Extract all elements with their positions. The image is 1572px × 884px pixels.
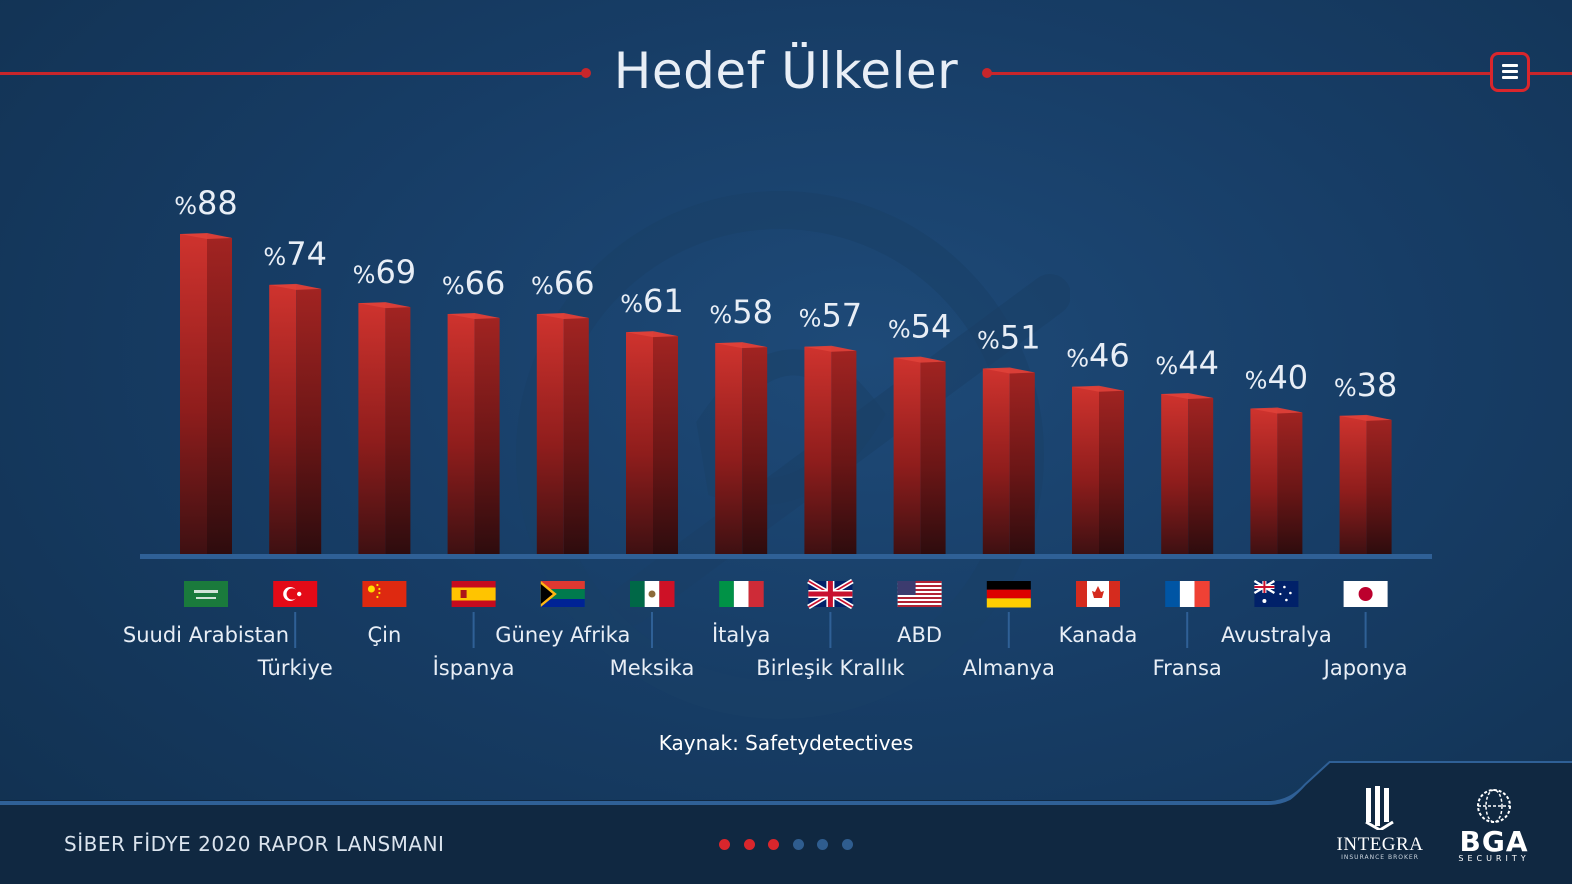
bar xyxy=(1072,385,1124,554)
data-label: %54 xyxy=(888,308,952,346)
data-label: %46 xyxy=(1066,337,1130,375)
chart-source: Kaynak: Safetydetectives xyxy=(658,731,914,755)
title-line-right xyxy=(987,72,1490,75)
category-label: Suudi Arabistan xyxy=(123,623,289,647)
category-label: İspanya xyxy=(433,655,515,680)
pagination-dot[interactable] xyxy=(792,839,804,850)
flag-au-icon xyxy=(1253,579,1299,607)
data-label: %44 xyxy=(1155,344,1219,382)
bar xyxy=(982,367,1035,554)
data-label: %38 xyxy=(1334,366,1398,404)
flag-za-icon xyxy=(540,581,585,607)
category-label: Çin xyxy=(367,623,401,647)
bar xyxy=(893,356,946,554)
bar xyxy=(536,313,589,554)
pagination-dot[interactable] xyxy=(719,839,730,850)
integra-mark-icon xyxy=(1365,786,1394,830)
flag-cn-icon xyxy=(362,581,407,607)
data-label: %69 xyxy=(353,253,417,291)
data-label: %51 xyxy=(977,319,1041,357)
flag-es-icon xyxy=(451,581,496,607)
page-title: Hedef Ülkeler xyxy=(613,42,959,100)
category-label: Güney Afrika xyxy=(495,623,630,647)
category-label: Kanada xyxy=(1059,623,1138,647)
bar xyxy=(715,342,768,554)
bga-name: BGA xyxy=(1459,825,1529,858)
bga-logo: BGA SECURITY xyxy=(1452,784,1536,864)
flag-tr-icon xyxy=(273,581,318,607)
flag-us-icon xyxy=(897,581,942,607)
bar xyxy=(447,313,500,554)
category-label: Birleşik Krallık xyxy=(756,656,905,680)
integra-name: INTEGRA xyxy=(1336,834,1424,855)
footer-accent-line xyxy=(0,761,1572,815)
bar xyxy=(269,283,322,554)
category-label: ABD xyxy=(897,623,942,647)
category-label: Meksika xyxy=(610,656,695,680)
pagination-dot[interactable] xyxy=(817,839,829,850)
data-label: %66 xyxy=(531,264,595,302)
data-label: %74 xyxy=(263,235,327,273)
category-label: Avustralya xyxy=(1221,623,1332,647)
integra-subtitle: INSURANCE BROKER xyxy=(1341,854,1419,861)
category-label: Türkiye xyxy=(257,656,333,680)
pagination-dot[interactable] xyxy=(768,839,780,850)
flag-de-icon xyxy=(986,581,1031,608)
hamburger-menu-icon xyxy=(1502,64,1518,67)
bga-globe-icon xyxy=(1477,789,1511,823)
flag-gb-icon xyxy=(807,578,854,610)
bar xyxy=(626,331,678,554)
title-line-end xyxy=(1530,72,1572,75)
bar xyxy=(180,233,232,554)
data-label: %58 xyxy=(709,293,773,331)
bar xyxy=(358,302,411,554)
flag-it-icon xyxy=(719,581,764,607)
title-dot-left xyxy=(581,68,591,78)
data-label: %88 xyxy=(174,184,238,222)
flag-ca-icon xyxy=(1076,581,1120,607)
pagination-dot[interactable] xyxy=(743,839,755,850)
bar xyxy=(1161,393,1214,554)
flag-jp-icon xyxy=(1343,581,1388,607)
data-label: %66 xyxy=(442,264,506,302)
title-line-left xyxy=(0,72,585,75)
bar xyxy=(1250,407,1303,554)
chart-baseline xyxy=(140,554,1432,559)
data-label: %61 xyxy=(620,282,684,320)
category-label: Japonya xyxy=(1322,656,1408,680)
pagination-dot[interactable] xyxy=(842,839,853,850)
footer-title: SİBER FİDYE 2020 RAPOR LANSMANI xyxy=(64,832,445,856)
bga-subtitle: SECURITY xyxy=(1458,854,1530,863)
menu-button[interactable] xyxy=(1490,52,1530,92)
flag-mx-icon xyxy=(630,581,675,607)
category-label: İtalya xyxy=(712,622,770,647)
category-label: Fransa xyxy=(1153,656,1222,680)
data-label: %57 xyxy=(799,297,863,335)
flag-sa-icon xyxy=(184,581,228,607)
data-label: %40 xyxy=(1245,359,1309,397)
bar xyxy=(804,345,857,554)
bar xyxy=(1339,414,1392,554)
flag-fr-icon xyxy=(1165,581,1210,607)
category-label: Almanya xyxy=(963,656,1055,680)
bar-chart: %88 Suudi Arabistan %74 Türkiye %69 Çin %66 İsp… xyxy=(123,184,1432,680)
integra-logo: INTEGRA INSURANCE BROKER xyxy=(1336,786,1424,862)
